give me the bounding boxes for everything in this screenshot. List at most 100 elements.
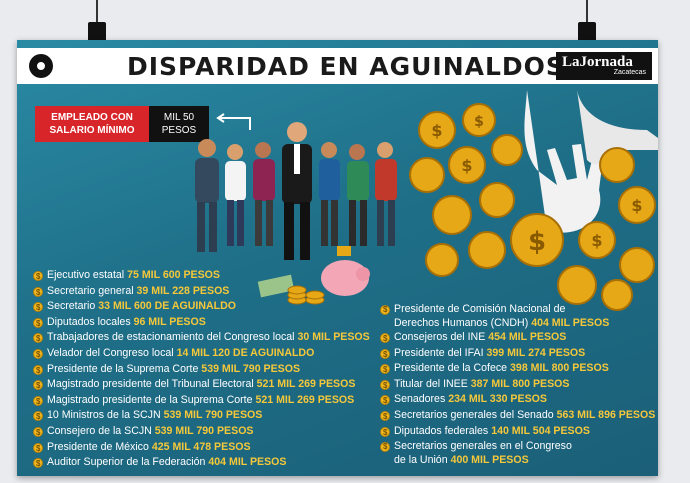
item-label: Ejecutivo estatal (47, 269, 125, 281)
item-label: Presidente de Comisión Nacional de (394, 303, 566, 315)
brand-logo: LaJornada Zacatecas (556, 52, 652, 80)
coin-bullet-icon (380, 303, 390, 317)
item-amount: 14 MIL 120 DE AGUINALDO (176, 346, 315, 359)
list-item: Secretarios generales del Senado 563 MIL… (380, 408, 658, 425)
badge-value: MIL 50 PESOS (149, 106, 209, 142)
item-amount: 539 MIL 790 PESOS (201, 362, 301, 375)
item-amount: 425 MIL 478 PESOS (151, 440, 251, 453)
item-label: Magistrado presidente del Tribunal Elect… (47, 378, 254, 391)
item-label-continued: de la Unión (394, 454, 448, 467)
coin-bullet-icon (33, 316, 43, 331)
item-label: Presidente de la Suprema Corte (47, 362, 199, 375)
coin-bullet-icon (380, 440, 390, 454)
item-label: Secretarios generales en el Congreso (394, 440, 572, 453)
left-salary-list: Ejecutivo estatal 75 MIL 600 PESOSSecret… (33, 268, 393, 472)
item-label: 10 Ministros de la SCJN (47, 409, 161, 422)
list-item: Diputados federales 140 MIL 504 PESOS (380, 424, 658, 440)
badge-label: EMPLEADO CON SALARIO MÍNIMO (35, 106, 149, 142)
item-amount: 96 MIL PESOS (133, 315, 206, 328)
list-item: Secretario general 39 MIL 228 PESOS (33, 284, 393, 300)
svg-text:$: $ (431, 121, 442, 140)
item-label: Presidente de la Cofece (394, 362, 508, 375)
item-label: Trabajadores de estacionamiento del Cong… (47, 331, 295, 344)
workers-group-illustration (195, 122, 397, 260)
brand-name: LaJornada (562, 54, 633, 70)
brand-edition: Zacatecas (613, 69, 646, 76)
item-amount: 33 MIL 600 DE AGUINALDO (98, 300, 236, 313)
item-amount: 404 MIL PESOS (531, 317, 610, 329)
coin-bullet-icon (33, 331, 43, 347)
svg-text:$: $ (461, 156, 472, 175)
coin-bullet-icon (33, 347, 43, 363)
item-amount: 398 MIL 800 PESOS (510, 362, 609, 375)
svg-text:$: $ (474, 114, 484, 130)
list-item: Consejero de la SCJN 539 MIL 790 PESOS (33, 424, 393, 441)
item-label: Secretario (47, 300, 96, 313)
list-item: Presidente de la Cofece 398 MIL 800 PESO… (380, 361, 658, 378)
coin-bullet-icon (380, 378, 390, 393)
coin-bullet-icon (380, 347, 390, 362)
coin-bullet-icon (33, 269, 43, 285)
item-label: Consejero de la SCJN (47, 424, 152, 437)
item-amount: 39 MIL 228 PESOS (136, 284, 230, 297)
right-salary-list: Presidente de Comisión Nacional de Derech… (380, 302, 658, 467)
list-item: Velador del Congreso local 14 MIL 120 DE… (33, 346, 393, 363)
gold-coins-hands-illustration: $ $ $ $ $ $ (409, 90, 658, 311)
item-amount: 75 MIL 600 PESOS (127, 269, 220, 281)
list-item: Secretario 33 MIL 600 DE AGUINALDO (33, 299, 393, 316)
item-amount: 539 MIL 790 PESOS (154, 424, 254, 437)
list-item: Presidente de la Suprema Corte 539 MIL 7… (33, 362, 393, 378)
list-item: Magistrado presidente del Tribunal Elect… (33, 377, 393, 394)
coin-bullet-icon (380, 425, 390, 440)
coin-bullet-icon (380, 409, 390, 425)
item-label: Senadores (394, 393, 446, 406)
item-amount: 521 MIL 269 PESOS (255, 393, 355, 406)
item-label: Velador del Congreso local (47, 346, 174, 359)
list-item: 10 Ministros de la SCJN 539 MIL 790 PESO… (33, 408, 393, 425)
header-bar: DISPARIDAD EN AGUINALDOS LaJornada Zacat… (17, 48, 658, 84)
item-label: Consejeros del INE (394, 331, 486, 343)
list-item: Auditor Superior de la Federación 404 MI… (33, 455, 393, 472)
item-amount: 521 MIL 269 PESOS (256, 378, 356, 391)
item-label: Secretario general (47, 284, 134, 297)
item-amount: 140 MIL 504 PESOS (491, 424, 590, 437)
list-item: Presidente de México 425 MIL 478 PESOS (33, 440, 393, 456)
item-label: Diputados locales (47, 315, 131, 328)
coin-bullet-icon (33, 394, 43, 409)
coin-bullet-icon (33, 409, 43, 425)
coin-bullet-icon (33, 456, 43, 472)
item-amount: 404 MIL PESOS (208, 456, 287, 469)
infographic-poster: DISPARIDAD EN AGUINALDOS LaJornada Zacat… (17, 40, 658, 476)
list-item: Trabajadores de estacionamiento del Cong… (33, 330, 393, 347)
item-label: Titular del INEE (394, 377, 468, 390)
list-item: Senadores 234 MIL 330 PESOS (380, 392, 658, 409)
coin-bullet-icon (33, 300, 43, 316)
list-item: Presidente del IFAI 399 MIL 274 PESOS (380, 346, 658, 362)
coin-bullet-icon (33, 441, 43, 456)
item-label: Diputados federales (394, 424, 489, 437)
item-amount: 387 MIL 800 PESOS (470, 377, 570, 390)
coin-bullet-icon (380, 362, 390, 378)
item-amount: 454 MIL PESOS (488, 331, 567, 343)
list-item: Presidente de Comisión Nacional de Derech… (380, 302, 658, 330)
item-amount: 30 MIL PESOS (297, 331, 370, 344)
item-label: Presidente del IFAI (394, 346, 484, 359)
arrow-left-icon (216, 113, 251, 130)
page-title: DISPARIDAD EN AGUINALDOS (127, 52, 565, 81)
svg-text:$: $ (528, 227, 546, 257)
coin-bullet-icon (33, 285, 43, 300)
item-label: Secretarios generales del Senado (394, 408, 554, 421)
item-label-continued: Derechos Humanos (CNDH) (394, 317, 529, 329)
svg-text:$: $ (591, 231, 602, 250)
coin-bullet-icon (33, 363, 43, 378)
coin-bullet-icon (33, 425, 43, 441)
list-item: Titular del INEE 387 MIL 800 PESOS (380, 377, 658, 393)
item-amount: 399 MIL 274 PESOS (486, 346, 586, 359)
item-amount: 400 MIL PESOS (450, 454, 529, 467)
coin-bullet-icon (380, 331, 390, 347)
item-amount: 563 MIL 896 PESOS (556, 408, 656, 421)
list-item: Ejecutivo estatal 75 MIL 600 PESOS (33, 268, 393, 285)
item-label: Presidente de México (47, 440, 149, 453)
item-label: Auditor Superior de la Federación (47, 456, 206, 469)
